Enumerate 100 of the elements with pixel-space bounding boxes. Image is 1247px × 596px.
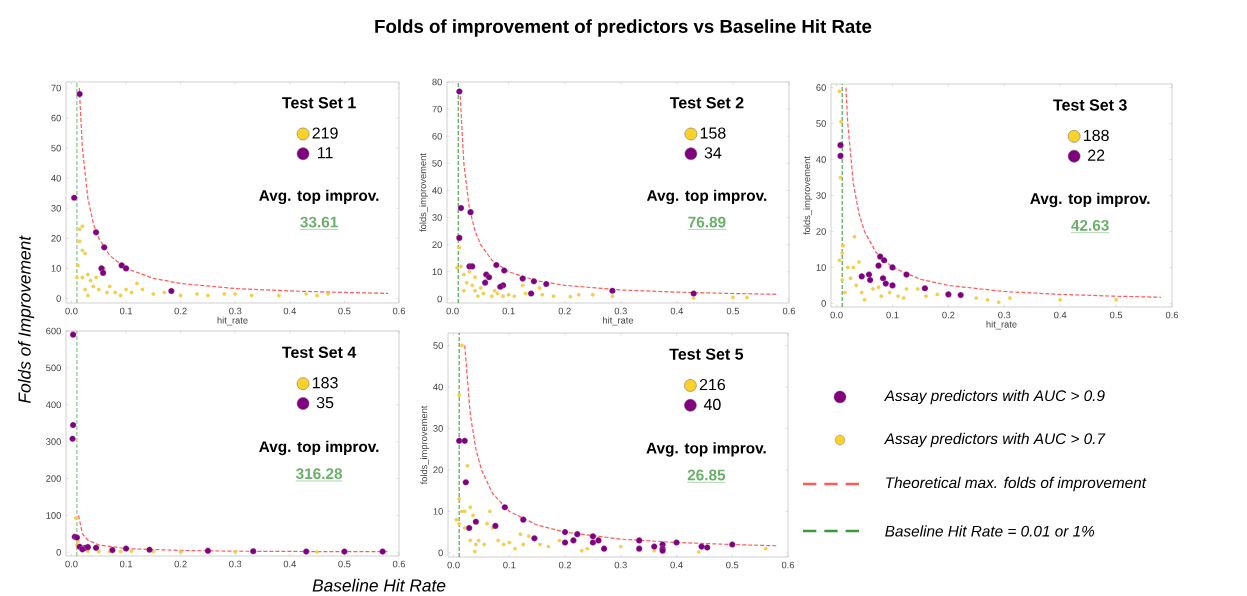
- legend-label: 158: [700, 127, 726, 139]
- x-tick-label: 0.4: [283, 560, 297, 568]
- x-tick-label: 0.1: [502, 307, 515, 315]
- y-tick-label: 40: [433, 383, 443, 391]
- legend-label: 183: [312, 377, 338, 389]
- x-tick-label: 0.1: [119, 307, 133, 315]
- x-axis-title: Baseline Hit Rate: [312, 578, 446, 592]
- y-tick-label: 20: [51, 235, 61, 242]
- y-tick-label: 0: [821, 300, 826, 307]
- annotation: 316.28: [295, 468, 343, 480]
- y-tick-label: 30: [51, 204, 61, 212]
- text: Assay predictors with AUC > 0.9: [883, 389, 1105, 405]
- y-tick-label: 40: [432, 187, 442, 194]
- x-axis-title: hit_rate: [986, 320, 1017, 330]
- x-tick-label: 0.0: [65, 560, 78, 568]
- y-tick-label: 10: [51, 265, 61, 272]
- y-axis-title: Folds of Improvement: [17, 235, 35, 404]
- text: Test Set 2: [669, 97, 744, 109]
- annotation: Avg. top improv.: [259, 440, 379, 456]
- y-tick-label: 400: [45, 401, 61, 409]
- legend-label: 35: [316, 396, 334, 409]
- y-axis-title: folds_improvement: [803, 156, 813, 235]
- legend-label: 11: [317, 147, 333, 159]
- y-tick-label: 50: [433, 342, 443, 349]
- y-tick-label: 30: [433, 425, 443, 432]
- y-tick-label: 600: [46, 327, 61, 335]
- y-tick-label: 100: [46, 512, 61, 519]
- x-tick-label: 0.3: [229, 307, 242, 315]
- x-tick-label: 0.2: [942, 311, 955, 319]
- y-tick-label: 40: [816, 156, 826, 163]
- y-tick-label: 200: [46, 475, 61, 482]
- x-tick-label: 0.2: [174, 560, 187, 568]
- x-tick-label: 0.4: [670, 561, 683, 569]
- text: Test Set 1: [282, 97, 356, 109]
- x-tick-label: 0.1: [119, 560, 133, 568]
- x-tick-label: 0.6: [781, 561, 795, 569]
- y-tick-label: 0: [438, 549, 443, 557]
- annotation: 26.85: [687, 469, 726, 481]
- y-tick-label: 60: [51, 114, 61, 122]
- y-axis-title: folds_improvement: [419, 153, 429, 232]
- legend-label: 216: [699, 378, 726, 391]
- x-tick-label: 0.0: [446, 307, 459, 315]
- y-tick-label: 30: [432, 214, 442, 221]
- x-tick-label: 0.6: [392, 560, 406, 568]
- y-tick-label: 60: [432, 132, 442, 140]
- text: Assay predictors with AUC > 0.7: [883, 432, 1106, 448]
- annotation: Avg. top improv.: [646, 442, 766, 457]
- x-tick-label: 0.2: [558, 307, 571, 315]
- y-axis-title: folds_improvement: [420, 405, 430, 485]
- y-tick-label: 60: [816, 84, 826, 91]
- x-tick-label: 0.3: [998, 311, 1011, 319]
- y-tick-label: 50: [51, 144, 61, 152]
- x-axis-title: hit_rate: [217, 316, 248, 326]
- x-tick-label: 0.0: [65, 307, 78, 315]
- legend-label: 188: [1084, 129, 1109, 142]
- x-tick-label: 0.3: [614, 561, 627, 569]
- y-tick-label: 300: [46, 438, 61, 445]
- y-tick-label: 30: [816, 192, 826, 199]
- x-tick-label: 0.6: [392, 307, 406, 315]
- x-axis-title: hit_rate: [603, 316, 634, 326]
- x-tick-label: 0.3: [614, 307, 627, 315]
- y-tick-label: 500: [46, 364, 61, 372]
- text: Test Set 5: [669, 348, 744, 360]
- x-tick-label: 0.6: [782, 307, 796, 315]
- x-tick-label: 0.5: [726, 561, 739, 569]
- x-tick-label: 0.4: [1054, 311, 1067, 319]
- text: Folds of improvement of predictors vs Baseline Hit Rate: [375, 19, 872, 37]
- x-tick-label: 0.3: [229, 560, 242, 568]
- annotation: Avg. top improv.: [646, 189, 767, 205]
- x-tick-label: 0.5: [726, 307, 740, 315]
- x-tick-label: 0.6: [1165, 311, 1179, 319]
- text: Baseline Hit Rate = 0.01 or 1%: [885, 525, 1095, 537]
- x-tick-label: 0.5: [338, 307, 351, 315]
- annotation: 42.63: [1071, 219, 1109, 231]
- y-tick-label: 0: [56, 295, 61, 302]
- text: Theoretical max. folds of improvement: [886, 476, 1147, 492]
- y-tick-label: 50: [816, 120, 826, 127]
- y-tick-label: 70: [51, 84, 61, 92]
- x-tick-label: 0.1: [886, 311, 899, 319]
- annotation: 33.61: [300, 216, 338, 228]
- legend-label: 34: [704, 147, 722, 159]
- legend-label: 22: [1088, 149, 1105, 161]
- x-tick-label: 0.2: [558, 561, 572, 569]
- annotation: Avg. top improv.: [259, 189, 379, 205]
- y-tick-label: 10: [433, 508, 443, 515]
- y-tick-label: 20: [433, 466, 443, 474]
- x-tick-label: 0.0: [447, 561, 460, 569]
- annotation: 76.89: [688, 216, 726, 228]
- text: Test Set 3: [1053, 99, 1127, 111]
- x-tick-label: 0.2: [174, 307, 187, 315]
- y-tick-label: 70: [432, 105, 442, 113]
- x-tick-label: 0.1: [503, 561, 516, 569]
- x-tick-label: 0.0: [830, 311, 843, 319]
- annotation: Avg. top improv.: [1030, 192, 1150, 208]
- legend-label: 219: [312, 127, 338, 139]
- x-tick-label: 0.4: [670, 307, 684, 315]
- y-tick-label: 50: [432, 160, 442, 167]
- x-tick-label: 0.4: [283, 307, 297, 315]
- y-tick-label: 0: [56, 549, 61, 556]
- y-tick-label: 10: [816, 264, 826, 271]
